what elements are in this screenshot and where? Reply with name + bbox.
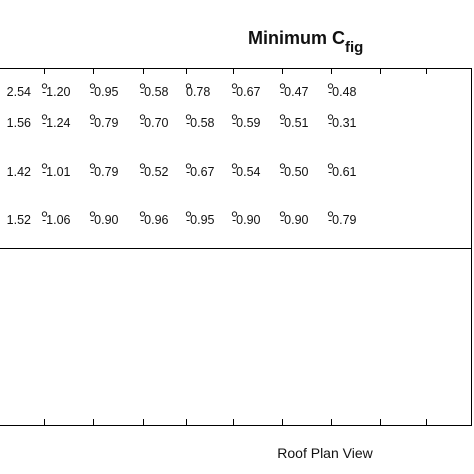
point-marker — [231, 163, 238, 169]
cell-value: -0.58 — [186, 116, 215, 130]
cell-value: -0.54 — [232, 165, 261, 179]
point-marker — [231, 83, 238, 89]
cell-value: -0.58 — [140, 85, 169, 99]
cell-value: -0.95 — [90, 85, 119, 99]
point-marker — [89, 114, 96, 120]
cell-value: -1.24 — [42, 116, 71, 130]
cell-value: 1.52 — [7, 213, 31, 227]
point-marker — [327, 211, 334, 217]
cell-value: -0.79 — [90, 116, 119, 130]
point-marker — [89, 163, 96, 169]
cell-value: -0.59 — [232, 116, 261, 130]
point-marker — [185, 211, 192, 217]
point-marker — [41, 211, 48, 217]
title: Minimum Cfig — [248, 28, 363, 56]
title-main: Minimum C — [248, 28, 345, 48]
cell-value: -0.95 — [186, 213, 215, 227]
point-marker — [279, 83, 286, 89]
point-marker — [279, 211, 286, 217]
point-marker — [327, 83, 334, 89]
point-marker — [185, 163, 192, 169]
point-marker — [89, 211, 96, 217]
cell-value: -0.31 — [328, 116, 357, 130]
cell-value: -0.47 — [280, 85, 309, 99]
cell-value: -0.67 — [232, 85, 261, 99]
cell-value: -0.50 — [280, 165, 309, 179]
value-grid: 2.54 -1.20 -0.95 -0.58 0.78 -0.67 -0.47 -0.48 1.… — [7, 83, 357, 227]
lower-frame — [0, 249, 472, 426]
cell-value: -0.48 — [328, 85, 357, 99]
cell-value: -1.06 — [42, 213, 71, 227]
point-marker — [41, 83, 48, 89]
cell-value: -0.79 — [90, 165, 119, 179]
cell-value: -0.90 — [232, 213, 261, 227]
cell-value: 2.54 — [7, 85, 31, 99]
cell-value: 0.78 — [186, 85, 210, 99]
cell-value: -0.70 — [140, 116, 169, 130]
point-marker — [231, 114, 238, 120]
cell-value: -0.61 — [328, 165, 357, 179]
point-marker — [327, 163, 334, 169]
point-marker — [327, 114, 334, 120]
point-marker — [139, 83, 146, 89]
cell-value: -0.79 — [328, 213, 357, 227]
point-marker — [279, 163, 286, 169]
cell-value: -1.01 — [42, 165, 71, 179]
point-marker — [139, 163, 146, 169]
cell-value: -0.90 — [280, 213, 309, 227]
point-marker — [231, 211, 238, 217]
point-marker — [139, 114, 146, 120]
cell-value: -0.51 — [280, 116, 309, 130]
point-marker — [41, 163, 48, 169]
ticks — [44, 68, 427, 425]
point-marker — [185, 114, 192, 120]
upper-frame — [0, 68, 472, 249]
point-marker — [185, 83, 192, 89]
cell-value: -0.96 — [140, 213, 169, 227]
cell-value: -1.20 — [42, 85, 71, 99]
cell-value: -0.52 — [140, 165, 169, 179]
footer-label: Roof Plan View — [277, 445, 373, 461]
point-marker — [41, 114, 48, 120]
cell-value: 1.42 — [7, 165, 31, 179]
cell-value: -0.67 — [186, 165, 215, 179]
point-marker — [139, 211, 146, 217]
cell-value: -0.90 — [90, 213, 119, 227]
title-subscript: fig — [345, 39, 363, 56]
cell-value: 1.56 — [7, 116, 31, 130]
point-marker — [89, 83, 96, 89]
point-marker — [279, 114, 286, 120]
